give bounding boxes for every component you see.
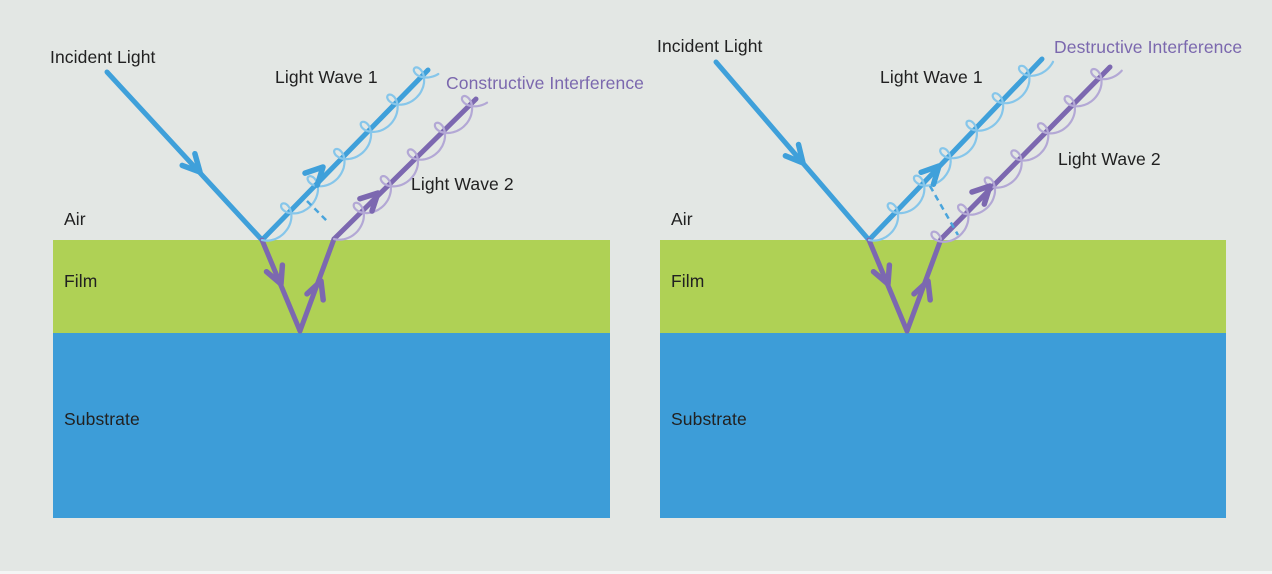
label-air-left: Air: [64, 209, 86, 229]
label-light-wave-1-right: Light Wave 1: [880, 67, 983, 87]
film-layer-left: [53, 240, 610, 333]
exit-ray-wave2-right: [938, 64, 1113, 242]
label-film-left: Film: [64, 271, 98, 291]
incident-ray-left: [104, 69, 265, 243]
substrate-layer-right: [660, 333, 1226, 518]
phase-alignment-dashed-line-right: [928, 185, 960, 236]
label-incident-light-right: Incident Light: [657, 36, 763, 56]
label-air-right: Air: [671, 209, 693, 229]
refracted-down-arrowhead-left: [263, 262, 286, 287]
wave1-arrowhead-left: [302, 164, 326, 188]
incident-ray-right: [713, 59, 872, 243]
refracted-down-arrowhead-right: [870, 262, 893, 287]
label-light-wave-2-left: Light Wave 2: [411, 174, 514, 194]
label-incident-light-left: Incident Light: [50, 47, 156, 67]
incident-arrowhead-left: [179, 150, 203, 175]
reflected-ray-wave1-left: [259, 67, 431, 243]
label-substrate-left: Substrate: [64, 409, 140, 429]
label-constructive-interference: Constructive Interference: [446, 73, 645, 93]
label-destructive-interference: Destructive Interference: [1054, 37, 1243, 57]
substrate-layer-left: [53, 333, 610, 518]
light-wave-2-coil-left: [332, 94, 489, 241]
label-light-wave-1-left: Light Wave 1: [275, 67, 378, 87]
bottom-edge-highlight: [0, 571, 1272, 574]
light-wave-2-coil-right: [930, 67, 1123, 243]
label-substrate-right: Substrate: [671, 409, 747, 429]
film-layer-right: [660, 240, 1226, 333]
refracted-up-arrowhead-right: [911, 278, 933, 303]
refracted-up-arrowhead-left: [304, 278, 326, 303]
phase-alignment-dashed-line-left: [306, 200, 328, 222]
label-light-wave-2-right: Light Wave 2: [1058, 149, 1161, 169]
wave1-arrowhead-right: [918, 163, 942, 187]
wave2-arrowhead-right: [969, 183, 993, 207]
wave2-arrowhead-left: [357, 190, 381, 214]
light-wave-1-coil-left: [260, 66, 440, 242]
label-film-right: Film: [671, 271, 705, 291]
exit-ray-wave2-left: [331, 96, 479, 242]
incident-arrowhead-right: [782, 141, 806, 166]
light-wave-1-coil-right: [867, 60, 1055, 242]
